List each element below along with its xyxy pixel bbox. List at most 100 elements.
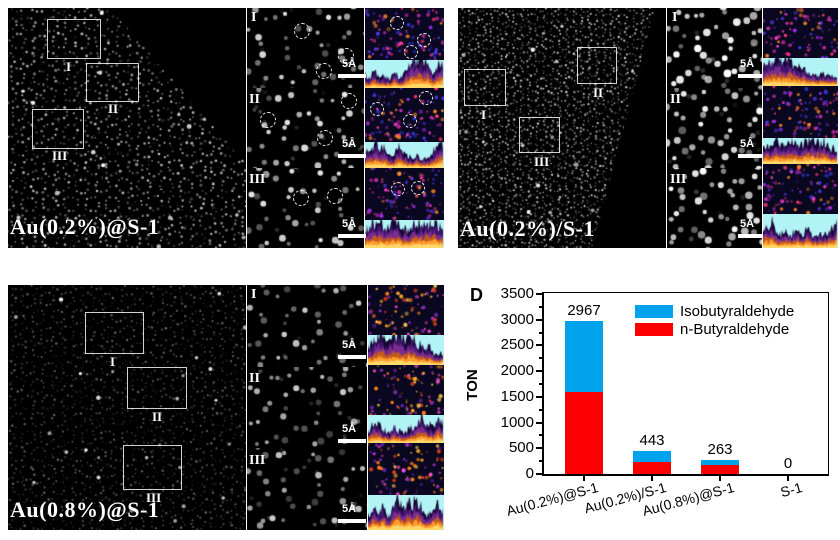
colorized-map-canvas <box>763 86 838 138</box>
scale-bar-label: 5Å <box>342 503 357 515</box>
region-label-b-II: II <box>593 85 604 100</box>
atom-marker <box>411 181 425 195</box>
stacked-bar-segment-bottom <box>701 465 739 474</box>
scale-bar <box>738 234 762 238</box>
bar-total-label: 263 <box>707 441 733 459</box>
y-tick-label: 2500 <box>500 336 534 354</box>
scale-bar-label: 5Å <box>740 58 755 70</box>
colorized-map-canvas <box>368 443 444 495</box>
y-tick-label: 0 <box>525 465 534 482</box>
region-label-c-III: III <box>146 490 162 505</box>
x-axis-tick <box>719 476 721 481</box>
x-axis-tick <box>651 476 653 481</box>
y-tick-label: 3000 <box>500 310 534 328</box>
atom-marker <box>260 112 276 128</box>
stacked-bar-segment-top <box>633 451 671 462</box>
y-tick-label: 3500 <box>500 285 534 302</box>
scale-bar-label: 5Å <box>342 423 357 435</box>
zoom-label-a-II: II <box>249 92 260 107</box>
y-axis-tick <box>539 357 542 360</box>
panel-c-title: Au(0.8%)@S-1 <box>10 497 160 522</box>
stacked-bar-segment-bottom <box>633 461 671 474</box>
intensity-profile-canvas <box>365 142 444 168</box>
atom-marker <box>327 188 343 204</box>
atom-marker <box>317 130 333 146</box>
legend: Isobutyraldehyde n-Butyraldehyde <box>635 304 794 340</box>
zoom-label-a-I: I <box>251 10 257 25</box>
bar-total-label: 2967 <box>567 302 601 320</box>
scale-bar <box>738 74 762 78</box>
y-axis-tick <box>536 395 542 398</box>
legend-swatch <box>635 305 673 318</box>
legend-row: n-Butyraldehyde <box>635 322 794 337</box>
atom-marker <box>293 190 309 206</box>
panel-a: I II III Au(0.2%)@S-1 I II III 5Å 5Å 5Å <box>8 8 444 248</box>
intensity-profile-canvas <box>368 335 444 365</box>
zoom-region-canvas <box>247 448 367 530</box>
zoom-label-b-II: II <box>670 92 681 107</box>
panel-a-title: Au(0.2%)@S-1 <box>10 214 160 239</box>
scale-bar-label: 5Å <box>342 138 357 150</box>
region-box-b-II <box>577 47 617 84</box>
scale-bar <box>338 74 366 78</box>
intensity-profile-canvas <box>763 214 838 248</box>
region-label-a-I: I <box>66 59 72 74</box>
y-axis-tick <box>536 344 542 347</box>
plot-area <box>544 294 829 474</box>
region-label-c-I: I <box>110 354 116 369</box>
y-axis-tick <box>539 305 542 308</box>
zoom-region-canvas <box>247 285 367 367</box>
legend-swatch <box>635 323 673 336</box>
stacked-bar-segment-top <box>565 321 603 393</box>
region-box-c-II <box>127 367 187 409</box>
legend-label: n-Butyraldehyde <box>680 321 790 338</box>
colorized-map-canvas <box>763 8 838 58</box>
y-tick-label: 2000 <box>500 362 534 380</box>
panel-b: I II III Au(0.2%)/S-1 I II III 5Å 5Å 5Å <box>458 8 838 248</box>
zoom-label-a-III: III <box>249 172 266 187</box>
zoom-label-b-III: III <box>670 172 687 187</box>
region-label-b-I: I <box>481 107 487 122</box>
region-box-a-III <box>32 109 84 149</box>
stacked-bar-segment-top <box>701 460 739 466</box>
region-label-a-II: II <box>108 101 119 116</box>
atom-marker <box>390 16 404 30</box>
y-axis-tick <box>536 293 542 295</box>
y-axis-tick <box>536 421 542 424</box>
atom-marker <box>391 182 405 196</box>
scale-bar <box>338 519 366 523</box>
atom-marker <box>417 33 431 47</box>
intensity-profile-canvas <box>365 60 444 88</box>
region-box-c-III <box>123 445 182 490</box>
intensity-profile-canvas <box>368 495 444 530</box>
atom-marker <box>316 63 332 79</box>
scale-bar-label: 5Å <box>740 218 755 230</box>
y-axis-tick <box>536 447 542 450</box>
y-tick-label: 1000 <box>500 413 534 431</box>
region-label-a-III: III <box>52 148 68 163</box>
bar-total-label: 0 <box>783 455 793 472</box>
scale-bar <box>338 439 366 443</box>
atom-marker <box>341 93 357 109</box>
y-axis-tick <box>539 408 542 411</box>
x-axis-tick <box>787 476 789 481</box>
colorized-map-canvas <box>365 168 444 220</box>
scale-bar <box>338 234 366 238</box>
zoom-region-canvas <box>247 367 367 448</box>
region-label-b-III: III <box>534 154 550 169</box>
y-axis-tick <box>539 383 542 385</box>
atom-marker <box>338 48 354 64</box>
scale-bar <box>738 154 762 158</box>
intensity-profile-canvas <box>763 138 838 164</box>
zoom-label-b-I: I <box>672 10 678 25</box>
region-box-a-I <box>47 19 101 59</box>
atom-marker <box>370 102 384 116</box>
y-axis-title: TON <box>464 369 481 401</box>
region-box-a-II <box>86 63 139 102</box>
zoom-label-c-III: III <box>249 453 266 468</box>
region-label-c-II: II <box>152 409 163 424</box>
y-axis-tick <box>536 370 542 373</box>
y-tick-label: 1500 <box>500 387 534 405</box>
intensity-profile-canvas <box>365 220 444 248</box>
